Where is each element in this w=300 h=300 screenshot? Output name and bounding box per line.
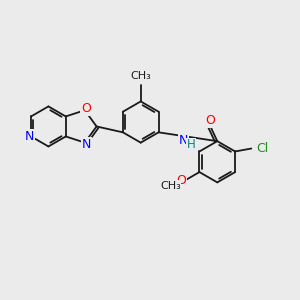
Text: O: O: [176, 174, 186, 188]
Text: Cl: Cl: [256, 142, 269, 155]
Text: CH₃: CH₃: [160, 181, 181, 191]
Text: O: O: [81, 102, 91, 115]
Text: H: H: [187, 139, 195, 152]
Text: N: N: [179, 134, 188, 147]
Text: N: N: [25, 130, 34, 143]
Text: N: N: [82, 138, 91, 151]
Text: O: O: [205, 114, 215, 127]
Text: CH₃: CH₃: [130, 71, 151, 81]
